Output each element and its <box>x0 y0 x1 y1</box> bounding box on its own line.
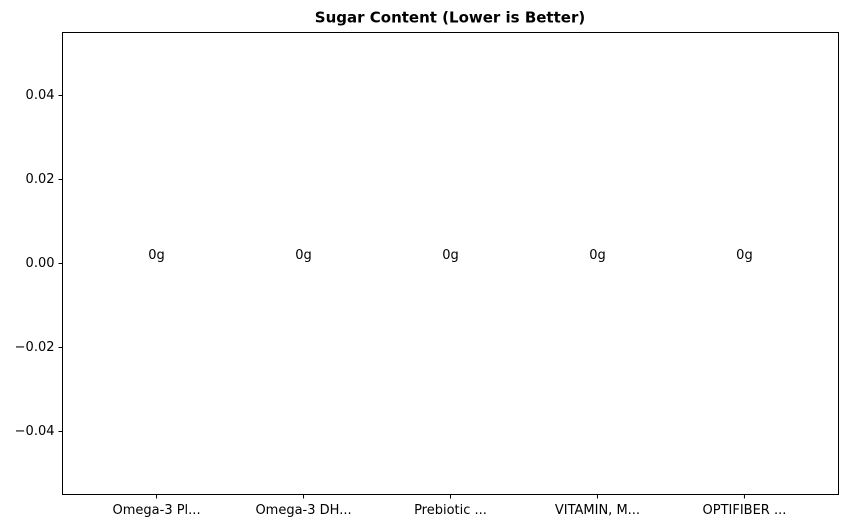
plot-frame <box>62 32 839 495</box>
value-label: 0g <box>736 248 753 263</box>
x-tick-label: Omega-3 DH... <box>255 503 351 518</box>
value-label: 0g <box>442 248 459 263</box>
y-tick-label: 0.04 <box>26 88 55 103</box>
chart-title: Sugar Content (Lower is Better) <box>315 9 585 27</box>
x-tick-label: Omega-3 Pl... <box>113 503 201 518</box>
value-label: 0g <box>589 248 606 263</box>
value-label: 0g <box>295 248 312 263</box>
y-tick-label: 0.02 <box>26 172 55 187</box>
y-tick-label: −0.04 <box>15 424 55 439</box>
value-label: 0g <box>148 248 165 263</box>
x-tick-label: Prebiotic ... <box>414 503 487 518</box>
y-tick-label: −0.02 <box>15 340 55 355</box>
x-tick-label: OPTIFIBER ... <box>703 503 787 518</box>
x-tick-label: VITAMIN, M... <box>555 503 640 518</box>
y-tick-label: 0.00 <box>26 256 55 271</box>
